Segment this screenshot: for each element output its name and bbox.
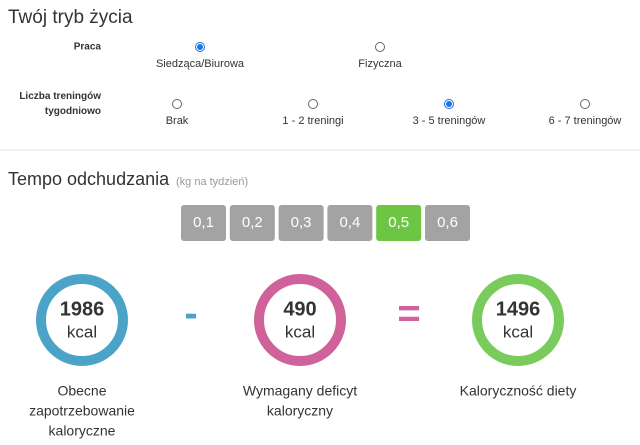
pace-button-label: 0,2 [242, 214, 263, 231]
radio[interactable] [580, 99, 590, 109]
result-ring [254, 274, 346, 366]
field-label: tygodniowo [45, 106, 101, 117]
result-ring [472, 274, 564, 366]
radio[interactable] [308, 99, 318, 109]
pace-button[interactable] [376, 205, 422, 241]
field-label: Liczba treningów [19, 91, 101, 102]
result-caption: kaloryczny [267, 403, 333, 419]
pace-button[interactable] [425, 205, 470, 241]
pace-button-label: 0,1 [193, 214, 214, 231]
section-title: Twój tryb życia [8, 7, 133, 28]
radio[interactable] [172, 99, 182, 109]
radio-label: 3 - 5 treningów [413, 115, 486, 127]
result-unit: kcal [285, 322, 315, 341]
radio-dot [446, 101, 452, 107]
radio-label: Siedząca/Biurowa [156, 58, 245, 70]
pace-button-label: 0,3 [291, 214, 312, 231]
unit-hint: (kg na tydzień) [176, 176, 248, 188]
radio[interactable] [375, 42, 385, 52]
pace-button[interactable] [181, 205, 226, 241]
field-label: Praca [74, 42, 102, 53]
result-caption: zapotrzebowanie [29, 403, 135, 419]
result-ring [36, 274, 128, 366]
result-value: 1496 [496, 298, 541, 320]
operator: = [397, 292, 420, 336]
operator: - [184, 292, 197, 336]
result-value: 490 [283, 298, 316, 320]
result-unit: kcal [503, 322, 533, 341]
pace-button-label: 0,6 [437, 214, 458, 231]
pace-button-label: 0,4 [339, 214, 360, 231]
result-caption: Kaloryczność diety [460, 383, 577, 399]
section-title: Tempo odchudzania [8, 169, 170, 189]
pace-button[interactable] [327, 205, 373, 241]
radio-label: 1 - 2 treningi [282, 115, 343, 127]
result-caption: kaloryczne [49, 423, 116, 439]
pace-button[interactable] [229, 205, 275, 241]
result-caption: Obecne [57, 383, 106, 399]
radio-label: Fizyczna [358, 58, 402, 70]
result-value: 1986 [60, 298, 105, 320]
radio-dot [197, 44, 203, 50]
pace-button-label: 0,5 [388, 214, 409, 231]
radio-label: 6 - 7 treningów [549, 115, 622, 127]
result-unit: kcal [67, 322, 97, 341]
radio-label: Brak [166, 115, 189, 127]
pace-button[interactable] [278, 205, 324, 241]
result-caption: Wymagany deficyt [243, 383, 357, 399]
